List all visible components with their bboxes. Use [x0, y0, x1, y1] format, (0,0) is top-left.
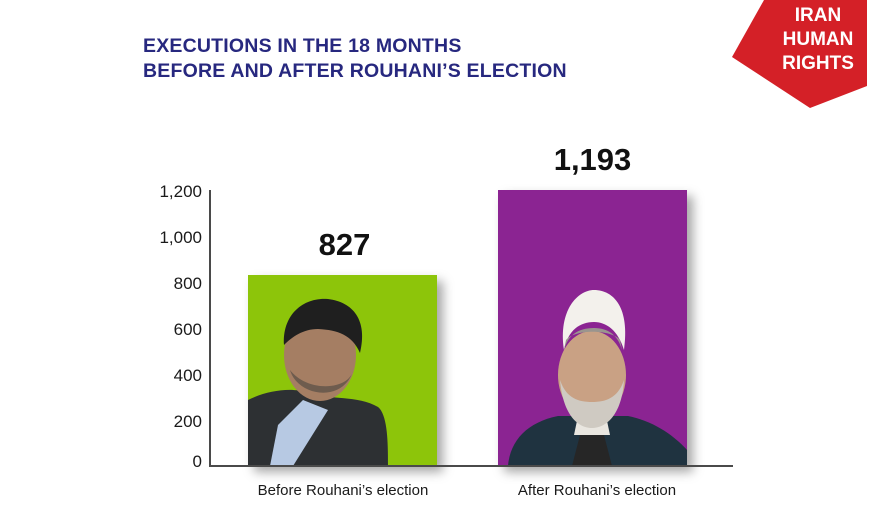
- y-tick-800: 800: [173, 274, 202, 293]
- logo-line-2: HUMAN: [782, 29, 854, 50]
- y-tick-600: 600: [173, 320, 202, 339]
- category-label-before: Before Rouhani’s election: [257, 482, 429, 499]
- chart-title-line1: EXECUTIONS IN THE 18 MONTHS: [143, 35, 462, 57]
- y-tick-1200: 1,200: [159, 182, 202, 201]
- y-tick-1000: 1,000: [159, 228, 202, 247]
- x-axis: [209, 465, 733, 467]
- bar-before: [248, 275, 437, 466]
- rouhani-portrait-icon: [508, 290, 687, 466]
- iran-human-rights-logo: IRAN HUMAN RIGHTS: [732, 0, 867, 110]
- chart-title: EXECUTIONS IN THE 18 MONTHS BEFORE AND A…: [143, 34, 567, 84]
- logo-line-1: IRAN: [794, 5, 842, 26]
- ahmadinejad-portrait-icon: [248, 298, 388, 466]
- category-label-after: After Rouhani’s election: [517, 482, 677, 499]
- bar-value-after: 1,193: [553, 142, 632, 177]
- y-axis: [209, 190, 211, 467]
- y-tick-0: 0: [192, 452, 202, 471]
- chart-title-line2: BEFORE AND AFTER ROUHANI’S ELECTION: [143, 60, 567, 82]
- bar-after: [498, 190, 687, 466]
- y-tick-400: 400: [173, 366, 202, 385]
- bar-value-before: 827: [318, 227, 371, 262]
- y-tick-200: 200: [173, 412, 202, 431]
- logo-line-3: RIGHTS: [782, 53, 854, 74]
- logo-badge-shape: [732, 0, 867, 108]
